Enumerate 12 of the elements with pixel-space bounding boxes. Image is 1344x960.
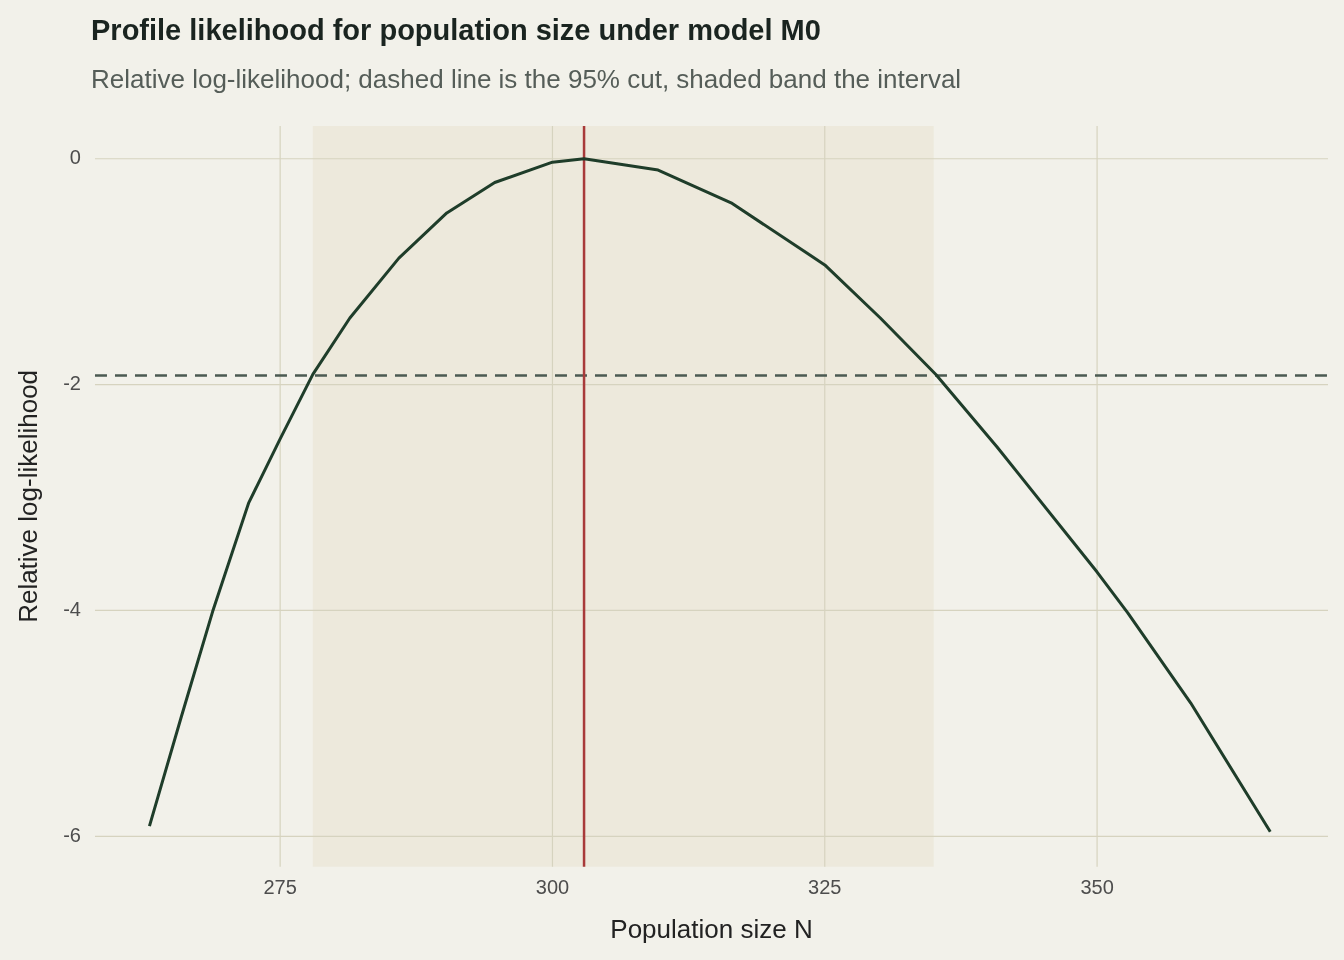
y-tick-label: -6	[63, 823, 81, 846]
x-tick-label: 325	[808, 876, 842, 899]
y-tick-label: -4	[63, 597, 81, 620]
chart-subtitle: Relative log-likelihood; dashed line is the 95% cut, shaded band the interval	[91, 64, 962, 95]
chart-title: Profile likelihood for population size under model M0	[91, 14, 821, 47]
x-tick-label: 350	[1080, 876, 1114, 899]
x-tick-label: 275	[263, 876, 297, 899]
x-tick-label: 300	[535, 876, 570, 899]
y-axis-title: Relative log-likelihood	[12, 369, 43, 623]
x-axis-title: Population size N	[610, 913, 813, 944]
y-tick-label: -2	[63, 372, 81, 395]
y-tick-label: 0	[69, 146, 81, 169]
